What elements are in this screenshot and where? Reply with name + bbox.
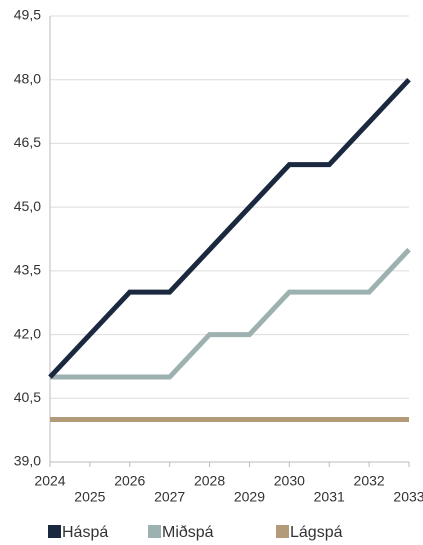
legend-label: Lágspá [290,524,343,541]
x-tick-label: 2027 [154,489,185,505]
y-tick-label: 45,0 [14,198,41,214]
x-tick-label: 2026 [114,473,145,489]
y-tick-label: 46,5 [14,134,41,150]
line [50,247,411,380]
x-tick-label: 2033 [393,489,423,505]
y-tick-label: 49,5 [14,7,41,23]
legend-label: Miðspá [162,524,214,541]
x-tick-label: 2030 [274,473,305,489]
x-tick-label: 2029 [234,489,265,505]
legend-swatch [48,525,61,538]
line [48,78,411,379]
x-tick-label: 2024 [34,473,65,489]
x-tick-label: 2032 [354,473,385,489]
legend-swatch [148,525,161,538]
legend-swatch [276,525,289,538]
y-tick-label: 48,0 [14,70,41,86]
x-tick-label: 2025 [74,489,105,505]
y-tick-label: 42,0 [14,325,41,341]
x-tick-label: 2031 [314,489,345,505]
x-tick-label: 2028 [194,473,225,489]
y-tick-label: 43,5 [14,262,41,278]
y-tick-label: 39,0 [14,453,41,469]
y-tick-label: 40,5 [14,389,41,405]
legend-label: Háspá [62,524,108,541]
